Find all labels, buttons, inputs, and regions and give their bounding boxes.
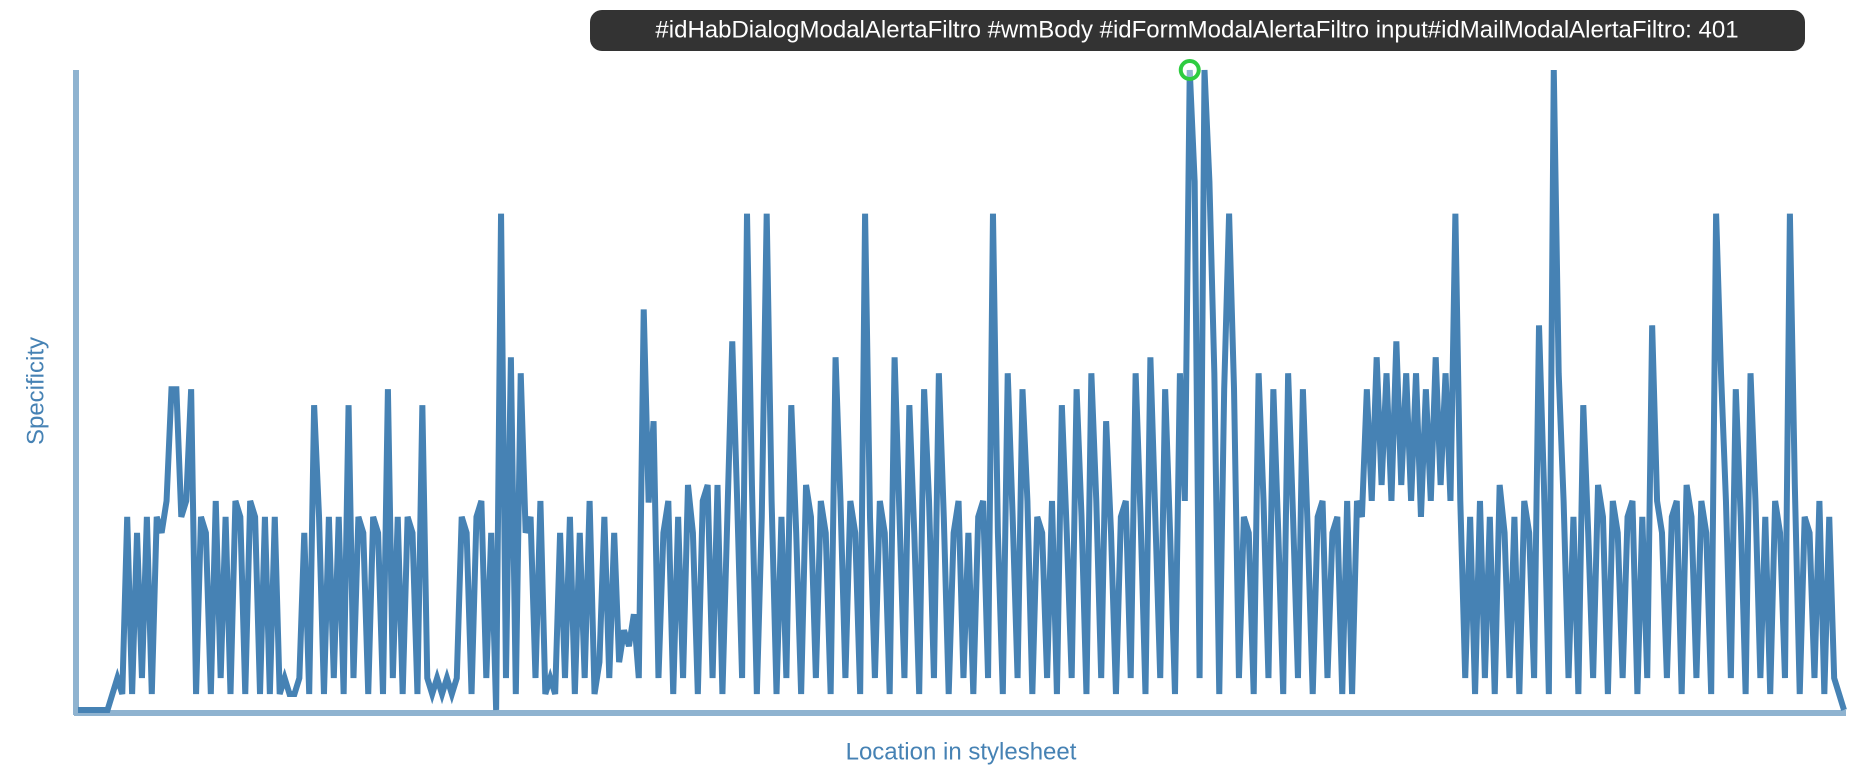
y-axis-label: Specificity bbox=[22, 337, 49, 445]
plot-area bbox=[78, 59, 1847, 713]
highlight-point bbox=[1178, 59, 1201, 81]
tooltip-text: #idHabDialogModalAlertaFiltro #wmBody #i… bbox=[655, 16, 1738, 43]
tooltip-box bbox=[590, 10, 1805, 51]
data-line bbox=[78, 69, 1847, 713]
x-axis-label: Location in stylesheet bbox=[846, 738, 1077, 765]
